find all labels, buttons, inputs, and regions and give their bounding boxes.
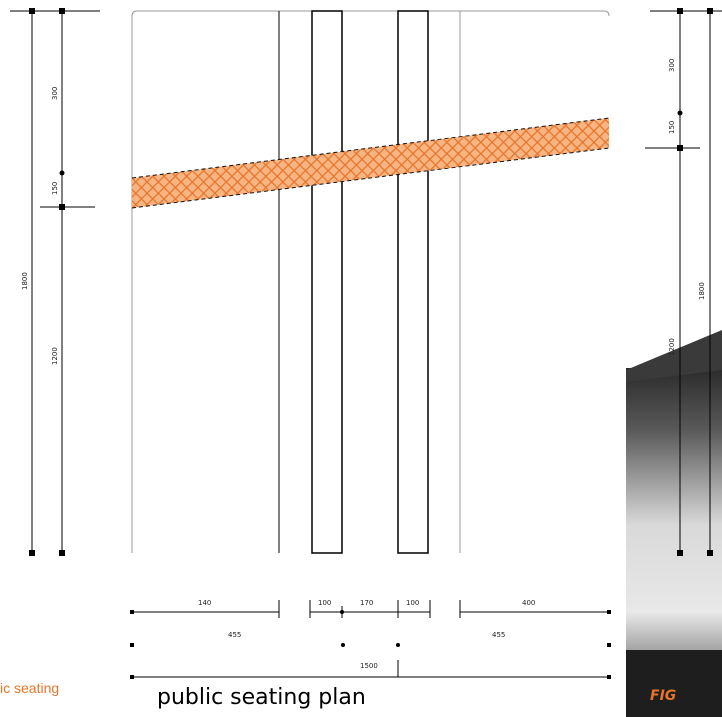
dim-bottom-total: 1500	[360, 662, 378, 670]
dim-bottom-5: 400	[522, 599, 535, 607]
bottom-dimension-chain: 140 100 170 100 400 455 455 1500	[130, 599, 611, 679]
plan-frame	[131, 10, 610, 554]
dim-bottom-6: 455	[228, 631, 241, 639]
dim-bottom-2: 100	[318, 599, 331, 607]
caption-left-fragment: ic seating	[0, 680, 60, 696]
dim-bottom-7: 455	[492, 631, 505, 639]
dim-bottom-4: 100	[406, 599, 419, 607]
dim-right-long: 1800	[698, 282, 706, 300]
dim-right-lower: 1200	[668, 338, 676, 356]
dim-left-bottom: 1200	[51, 347, 59, 365]
dim-right-top: 300	[668, 59, 676, 72]
dim-right-middle: 150	[668, 121, 676, 134]
dim-left-middle: 150	[51, 182, 59, 195]
dim-left-total: 1800	[21, 272, 29, 290]
figure-label-fragment: FIG	[650, 688, 677, 704]
ramp-band	[131, 117, 610, 209]
left-dimension-chain: 1800 300 150 1200	[10, 8, 100, 556]
right-dimension-chain: 300 150 1800 1200	[645, 8, 722, 556]
right-photo-panel	[626, 330, 722, 717]
dim-left-top: 300	[51, 87, 59, 100]
dim-bottom-1: 140	[198, 599, 211, 607]
dim-bottom-3: 170	[360, 599, 373, 607]
plan-title: public seating plan	[157, 685, 366, 710]
